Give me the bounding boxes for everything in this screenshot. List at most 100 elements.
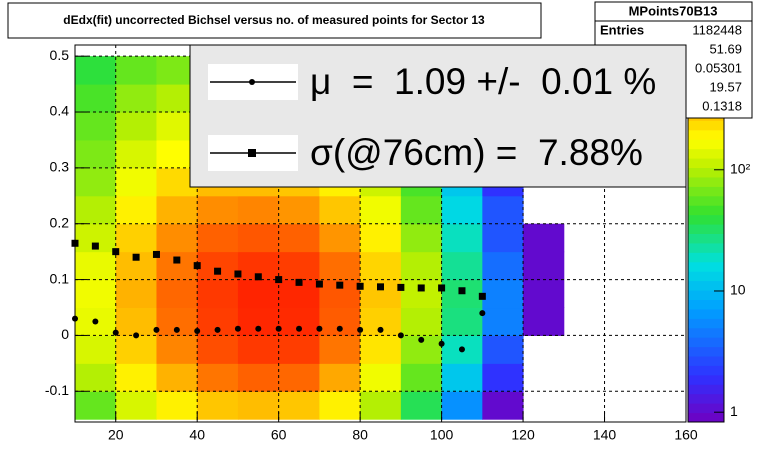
z-tick-label: 10²: [730, 160, 751, 176]
profile-marker: [112, 329, 119, 336]
profile-marker: [275, 276, 283, 284]
heatmap-cell: [156, 279, 198, 309]
heatmap-cell: [523, 223, 565, 253]
palette-band: [688, 337, 724, 348]
profile-marker: [357, 326, 364, 333]
heatmap-cell: [197, 223, 239, 253]
profile-marker: [438, 340, 445, 347]
z-tick-label: 1: [730, 403, 738, 419]
heatmap-cell: [197, 195, 239, 225]
chart-title: dEdx(fit) uncorrected Bichsel versus no.…: [63, 13, 485, 27]
profile-marker: [133, 332, 140, 339]
heatmap-cell: [115, 195, 157, 225]
heatmap-cell: [75, 251, 117, 281]
heatmap-cell: [319, 335, 361, 364]
palette-band: [688, 327, 724, 338]
palette-band: [688, 290, 724, 300]
palette-band: [688, 129, 724, 140]
y-tick-label: 0.4: [50, 103, 70, 119]
heatmap-cell: [482, 391, 524, 420]
palette-band: [688, 195, 724, 206]
palette-band: [688, 356, 724, 366]
profile-marker: [194, 327, 201, 334]
heatmap-cell: [482, 279, 524, 309]
profile-marker: [315, 280, 323, 288]
palette-band: [688, 308, 724, 319]
heatmap-cell: [115, 335, 157, 364]
heatmap-cell: [75, 363, 117, 392]
profile-marker: [234, 325, 241, 332]
heatmap-cell: [360, 251, 402, 281]
x-tick-label: 120: [511, 427, 535, 443]
profile-marker: [377, 283, 384, 291]
stats-value: 19.57: [709, 79, 742, 94]
y-tick-label: 0.2: [50, 214, 70, 230]
profile-marker: [397, 283, 405, 291]
heatmap-cell: [319, 363, 361, 392]
heatmap-cell: [482, 223, 524, 253]
profile-marker: [458, 287, 466, 295]
y-tick-label: 0.5: [50, 47, 70, 63]
heatmap-cell: [115, 112, 157, 141]
heatmap-cell: [278, 363, 320, 392]
profile-marker: [275, 325, 282, 332]
palette-band: [688, 318, 724, 329]
heatmap-cell: [482, 195, 524, 225]
profile-marker: [255, 325, 262, 332]
profile-marker: [438, 284, 446, 292]
palette-band: [688, 271, 724, 282]
heatmap-cell: [278, 335, 320, 364]
x-tick-label: 140: [593, 427, 617, 443]
palette-band: [688, 393, 724, 404]
heatmap-cell: [115, 307, 157, 336]
stats-value: 0.05301: [695, 60, 742, 75]
palette-band: [688, 214, 724, 225]
heatmap-cell: [278, 195, 320, 225]
heatmap-cell: [197, 363, 239, 392]
palette-band: [688, 403, 724, 414]
palette-band: [688, 139, 724, 150]
heatmap-cell: [75, 112, 117, 141]
heatmap-cell: [400, 307, 443, 336]
y-tick-label: -0.1: [45, 382, 69, 398]
profile-marker: [479, 310, 486, 317]
legend-label: μ = 1.09 +/- 0.01 %: [310, 61, 656, 102]
profile-marker: [132, 253, 140, 261]
heatmap-cell: [75, 56, 117, 85]
heatmap-cell: [278, 223, 320, 253]
heatmap-cell: [75, 167, 117, 197]
heatmap-cell: [319, 223, 361, 253]
z-tick-label: 10: [730, 282, 746, 298]
heatmap-cell: [319, 391, 361, 420]
stats-label: Entries: [600, 22, 644, 37]
heatmap-cell: [482, 363, 524, 392]
profile-marker: [417, 284, 425, 292]
heatmap-cell: [115, 56, 157, 85]
profile-marker: [112, 248, 120, 256]
x-tick-label: 100: [430, 427, 454, 443]
profile-marker: [336, 281, 344, 289]
stats-value: 51.69: [709, 41, 742, 56]
profile-marker: [336, 325, 343, 332]
heatmap-cell: [197, 251, 239, 281]
heatmap-cell: [523, 307, 565, 336]
heatmap-cell: [400, 223, 443, 253]
palette-band: [688, 120, 724, 131]
heatmap-cell: [156, 223, 198, 253]
heatmap-cell: [237, 363, 280, 392]
legend-marker: [249, 79, 255, 85]
x-tick-label: 40: [189, 427, 205, 443]
palette-band: [688, 299, 724, 310]
x-tick-label: 80: [352, 427, 368, 443]
y-tick-label: 0: [61, 326, 69, 342]
heatmap-cell: [360, 195, 402, 225]
heatmap-cell: [237, 335, 280, 364]
heatmap-cell: [237, 279, 280, 309]
palette-band: [688, 176, 724, 187]
profile-marker: [214, 326, 221, 333]
profile-marker: [478, 292, 486, 300]
legend-marker: [248, 149, 256, 157]
heatmap-cell: [156, 251, 198, 281]
heatmap-cell: [441, 363, 483, 392]
heatmap-cell: [156, 391, 198, 420]
